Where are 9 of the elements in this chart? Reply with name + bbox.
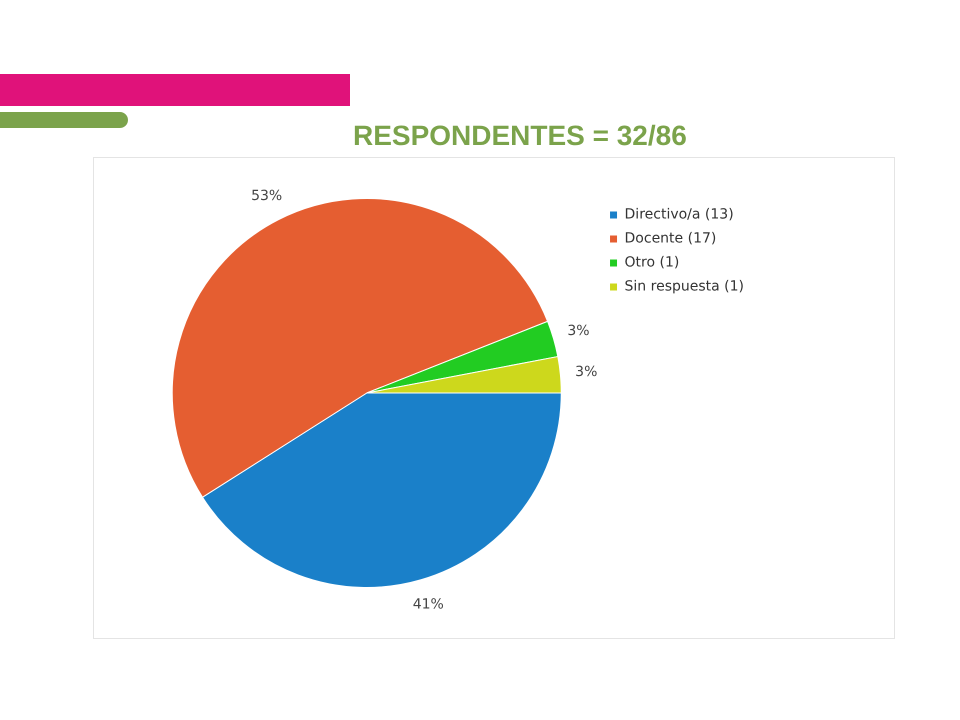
- legend-label: Directivo/a (13): [624, 206, 734, 223]
- legend-label: Otro (1): [624, 254, 680, 271]
- legend-label: Sin respuesta (1): [624, 278, 744, 295]
- data-label: 53%: [251, 188, 282, 204]
- data-label: 3%: [567, 323, 590, 340]
- data-label: 41%: [412, 596, 444, 612]
- chart-title: RESPONDENTES = 32/86: [353, 120, 687, 152]
- legend-label: Docente (17): [624, 230, 716, 247]
- data-label: 3%: [575, 364, 598, 380]
